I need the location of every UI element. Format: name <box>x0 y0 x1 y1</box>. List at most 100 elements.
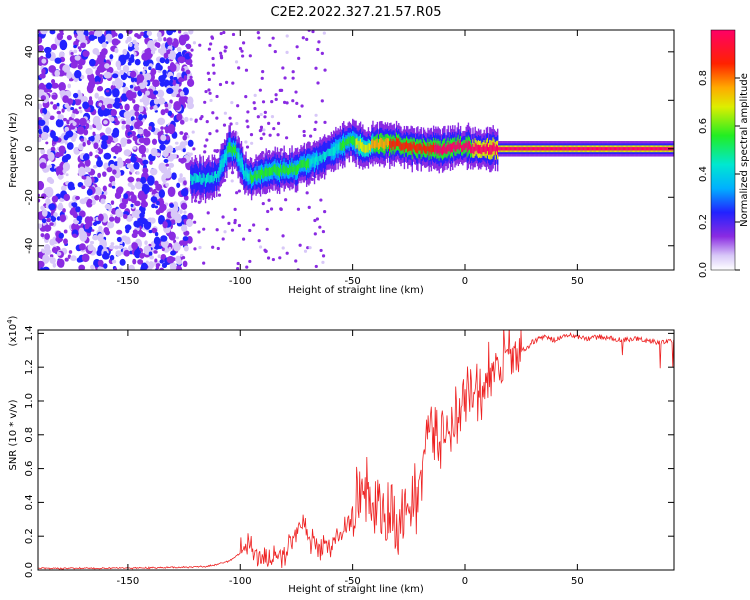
noise-speckle <box>79 243 86 251</box>
sparse-speckle <box>301 36 305 40</box>
sparse-speckle <box>217 193 222 197</box>
sparse-speckle <box>268 43 272 47</box>
ridge-cell <box>519 147 521 151</box>
colorbar: 0.0 0.2 0.4 0.6 0.8 Normalized spectral ampl… <box>698 29 750 278</box>
noise-speckle <box>130 185 136 191</box>
noise-speckle <box>38 193 41 197</box>
noise-speckle <box>74 98 82 106</box>
noise-speckle <box>166 30 174 36</box>
ridge-cell <box>263 170 265 179</box>
noise-speckle <box>151 138 158 145</box>
ridge-cell <box>204 177 207 187</box>
ridge-cell <box>393 140 396 150</box>
sparse-speckle <box>190 48 194 52</box>
noise-speckle <box>169 63 177 73</box>
noise-speckle <box>94 30 100 37</box>
sparse-speckle <box>222 123 227 127</box>
noise-speckle <box>172 201 179 209</box>
noise-speckle <box>84 158 91 167</box>
ridge-cell <box>431 144 434 153</box>
noise-speckle <box>144 48 151 55</box>
noise-speckle <box>64 257 69 262</box>
noise-speckle <box>156 89 165 98</box>
ridge-cell <box>222 158 225 167</box>
ridge-cell <box>287 167 290 176</box>
noise-speckle <box>187 212 194 221</box>
noise-speckle <box>147 175 155 186</box>
noise-speckle <box>142 156 147 161</box>
ridge-cell <box>223 154 226 163</box>
noise-speckle <box>52 135 59 142</box>
ridge-cell <box>630 147 633 151</box>
noise-speckle <box>56 32 64 41</box>
ridge-cell <box>509 147 511 151</box>
ridge-cell <box>340 142 343 151</box>
noise-speckle <box>130 194 137 204</box>
noise-speckle <box>185 43 192 50</box>
noise-speckle <box>127 214 131 220</box>
sparse-speckle <box>305 37 309 41</box>
noise-speckle <box>110 209 116 213</box>
noise-speckle <box>67 83 72 89</box>
sparse-speckle <box>295 101 299 105</box>
ridge-cell <box>207 173 209 183</box>
ridge-cell <box>272 166 274 176</box>
ridge-cell <box>420 144 422 155</box>
ridge-cell <box>554 147 556 151</box>
noise-speckle <box>143 72 152 82</box>
sparse-speckle <box>248 228 252 233</box>
ridge-cell <box>240 157 243 168</box>
sparse-speckle <box>261 100 266 104</box>
sparse-speckle <box>285 136 289 140</box>
ridge-cell <box>261 167 263 176</box>
ridge-cell <box>438 145 440 156</box>
colorbar-tick-label: 0.8 <box>698 70 709 86</box>
noise-speckle <box>95 122 103 131</box>
sparse-speckle <box>262 132 266 136</box>
noise-speckle <box>111 185 116 189</box>
ridge-cell <box>616 147 618 151</box>
ridge-cell <box>604 147 607 151</box>
sparse-speckle <box>262 128 266 132</box>
noise-speckle <box>85 167 92 173</box>
noise-speckle <box>114 77 122 87</box>
noise-speckle <box>53 212 58 218</box>
noise-speckle <box>134 33 139 38</box>
noise-speckle <box>142 80 148 86</box>
noise-speckle <box>114 102 121 109</box>
sparse-speckle <box>267 121 271 125</box>
noise-speckle <box>140 262 148 270</box>
ridge-cell <box>471 146 473 154</box>
snr-y-tick-label: 0.4 <box>24 494 35 510</box>
noise-speckle <box>149 168 158 176</box>
sparse-speckle <box>308 246 312 250</box>
noise-speckle <box>132 39 137 45</box>
ridge-cell <box>537 147 539 151</box>
sparse-speckle <box>222 30 226 35</box>
ridge-cell <box>376 138 379 148</box>
noise-speckle <box>41 58 47 64</box>
ridge-cell <box>196 174 199 183</box>
ridge-cell <box>435 142 437 152</box>
sparse-speckle <box>281 66 285 70</box>
noise-speckle <box>163 37 167 42</box>
noise-speckle <box>87 99 94 107</box>
noise-speckle <box>180 224 188 232</box>
noise-speckle <box>137 190 145 201</box>
ridge-cell <box>241 161 244 171</box>
noise-speckle <box>181 67 185 72</box>
snr-series-line <box>38 330 674 570</box>
ridge-cell <box>475 143 478 151</box>
ridge-cell <box>385 137 388 146</box>
ridge-cell <box>232 144 235 153</box>
ridge-cell <box>277 167 280 176</box>
noise-speckle <box>71 222 80 232</box>
sparse-speckle <box>320 51 324 55</box>
noise-speckle <box>139 176 147 185</box>
noise-speckle <box>62 64 71 74</box>
snr-plot-area <box>38 330 674 570</box>
noise-speckle <box>56 258 65 268</box>
ridge-cell <box>531 147 534 151</box>
noise-speckle <box>50 43 58 51</box>
noise-speckle <box>88 216 94 223</box>
